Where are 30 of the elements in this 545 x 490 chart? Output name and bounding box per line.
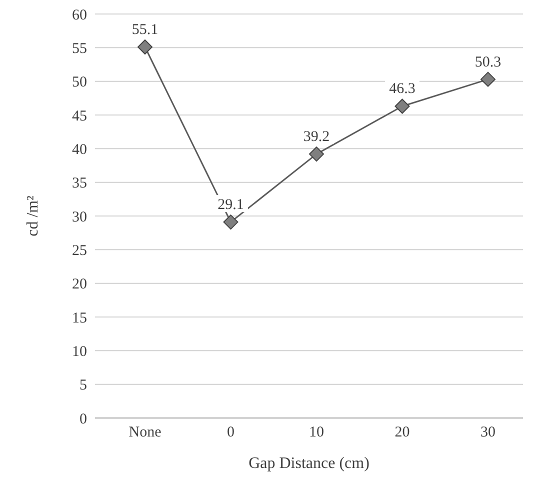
x-tick-label: 0 (227, 424, 234, 441)
x-tick-label: None (128, 424, 162, 441)
y-tick-label: 35 (72, 176, 87, 192)
y-tick-label: 25 (72, 242, 87, 259)
data-label: 29.1 (218, 197, 244, 214)
y-tick-label: 60 (72, 7, 87, 24)
y-tick-label: 20 (72, 276, 87, 293)
point (138, 39, 152, 54)
y-tick-label: 40 (72, 142, 87, 158)
x-tick-label: 10 (309, 424, 324, 441)
y-tick-label: 55 (72, 40, 87, 57)
y-tick-label: 0 (80, 411, 87, 428)
y-tick-label: 10 (72, 344, 87, 360)
y-axis-title: cd /m² (24, 195, 42, 236)
data-label: 46.3 (389, 81, 416, 98)
point (223, 214, 238, 230)
data-label: 39.2 (303, 129, 330, 146)
point (309, 146, 324, 162)
x-tick-label: 30 (480, 424, 496, 441)
y-tick-label: 15 (72, 310, 87, 326)
point (394, 98, 410, 114)
data-label: 55.1 (132, 22, 158, 38)
y-tick-label: 50 (72, 74, 87, 91)
y-tick-label: 5 (80, 378, 87, 394)
x-axis-title: Gap Distance (cm) (248, 455, 370, 472)
data-label: 50.3 (474, 54, 502, 70)
y-tick-label: 45 (72, 108, 87, 124)
point (480, 72, 496, 87)
y-tick-label: 30 (72, 209, 87, 226)
x-tick-label: 20 (394, 424, 410, 441)
